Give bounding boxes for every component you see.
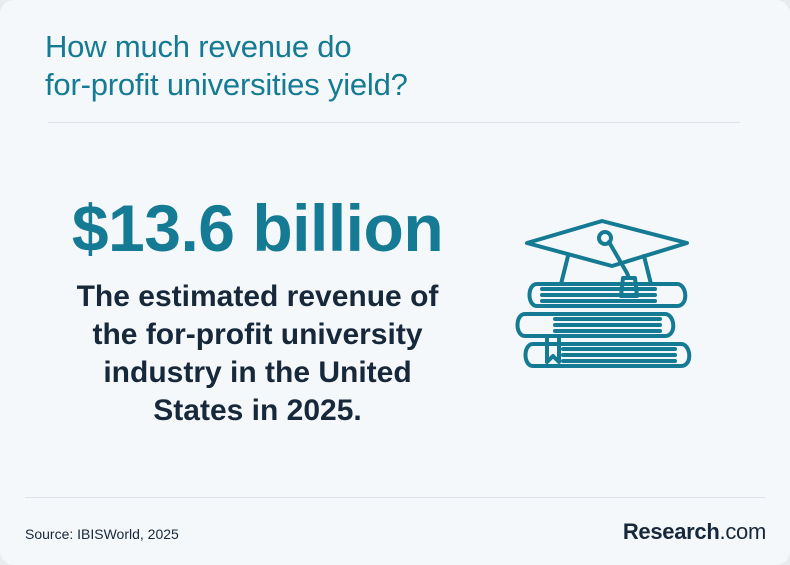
brand-logo[interactable]: Research.com	[623, 519, 766, 545]
brand-name: Research	[622, 519, 720, 544]
source-note: Source: IBISWorld, 2025	[25, 526, 179, 542]
stat-description-line: States in 2025.	[153, 394, 362, 427]
stat-description: The estimated revenue of the for-profit …	[60, 278, 455, 430]
stat-description-line: industry in the United	[103, 356, 412, 389]
bottom-divider	[25, 497, 765, 498]
stat-description-line: The estimated revenue of	[76, 280, 439, 313]
stat-description-line: the for-profit university	[92, 318, 423, 351]
stat-value: $13.6 billion	[71, 191, 444, 265]
title-line-2: for-profit universities yield?	[45, 67, 408, 102]
title-line-1: How much revenue do	[45, 29, 352, 64]
top-divider	[48, 122, 740, 123]
brand-suffix: .com	[719, 519, 767, 544]
graduation-cap-on-books-icon	[515, 219, 692, 368]
page-title: How much revenue do for-profit universit…	[45, 28, 605, 104]
